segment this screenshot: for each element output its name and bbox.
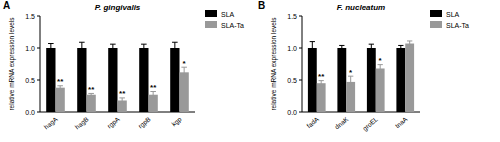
error-bar bbox=[348, 76, 353, 88]
bar bbox=[108, 48, 117, 112]
bar bbox=[405, 44, 414, 112]
bar bbox=[170, 48, 179, 112]
title: P. gingivalis bbox=[95, 3, 141, 12]
y-tick-label: 1.5 bbox=[287, 13, 297, 20]
significance: * bbox=[183, 59, 187, 68]
y-tick-label: 1.0 bbox=[25, 45, 35, 52]
bar bbox=[396, 48, 405, 112]
legend-label: SLA-Ta bbox=[221, 22, 244, 29]
error-bar bbox=[407, 41, 412, 46]
y-tick bbox=[37, 80, 40, 81]
y-tick-label: 1.5 bbox=[25, 13, 35, 20]
significance: ** bbox=[119, 89, 126, 98]
bar bbox=[337, 48, 346, 112]
legend-swatch bbox=[430, 10, 442, 17]
panel: A P. gingivalis relative mRNA expression l… bbox=[3, 0, 244, 131]
marks bbox=[308, 41, 414, 112]
panel: B F. nucleatum relative mRNA expression le… bbox=[258, 0, 469, 133]
bar bbox=[46, 48, 55, 112]
y-axis-label: relative mRNA expression levels bbox=[270, 17, 278, 111]
y-axis bbox=[40, 16, 41, 112]
error-bar bbox=[339, 45, 344, 50]
bar bbox=[56, 88, 65, 112]
y-tick bbox=[299, 112, 302, 113]
panel-label: A bbox=[3, 0, 10, 11]
x-tick-label: hagA bbox=[43, 115, 60, 131]
error-bar bbox=[110, 44, 116, 52]
bar bbox=[77, 48, 86, 112]
legend-label: SLA-Ta bbox=[446, 22, 469, 29]
error-bar bbox=[79, 42, 85, 54]
y-tick-label: 1.0 bbox=[287, 45, 297, 52]
x-tick-label: groEL bbox=[361, 115, 380, 133]
x-tick-label: rgpB bbox=[137, 115, 153, 130]
error-bar bbox=[319, 81, 324, 86]
error-bar bbox=[378, 65, 383, 73]
error-bar bbox=[57, 86, 63, 90]
marks bbox=[46, 42, 189, 112]
error-bar bbox=[310, 42, 315, 55]
bar bbox=[180, 72, 189, 112]
bar bbox=[376, 68, 385, 112]
y-tick bbox=[299, 48, 302, 49]
y-tick-label: 0.5 bbox=[287, 77, 297, 84]
y-tick bbox=[37, 16, 40, 17]
bar bbox=[139, 48, 148, 112]
legend-swatch bbox=[430, 21, 442, 28]
x-tick-label: hagB bbox=[74, 115, 91, 131]
significance: * bbox=[379, 56, 383, 65]
x-tick-label: rgpA bbox=[106, 115, 122, 130]
error-bar bbox=[369, 44, 374, 52]
figure: A P. gingivalis relative mRNA expression l… bbox=[0, 0, 500, 142]
bar bbox=[87, 95, 96, 112]
x-tick-label: fadA bbox=[305, 115, 320, 129]
significance: * bbox=[349, 68, 353, 77]
y-tick bbox=[37, 48, 40, 49]
significance: ** bbox=[318, 72, 325, 81]
panel-label: B bbox=[258, 0, 265, 11]
legend-label: SLA bbox=[221, 11, 235, 18]
y-tick-label: 0.0 bbox=[287, 109, 297, 116]
x-tick-label: kgp bbox=[170, 115, 183, 128]
y-axis-label: relative mRNA expression levels bbox=[8, 17, 16, 111]
legend-swatch bbox=[205, 10, 217, 17]
y-tick-label: 0.0 bbox=[25, 109, 35, 116]
y-tick bbox=[37, 112, 40, 113]
significance: ** bbox=[150, 83, 157, 92]
error-bar bbox=[48, 44, 54, 53]
bar bbox=[308, 48, 317, 112]
y-tick bbox=[299, 16, 302, 17]
error-bar bbox=[181, 67, 187, 77]
error-bar bbox=[150, 92, 156, 98]
bar bbox=[317, 83, 326, 112]
significance: ** bbox=[57, 77, 64, 86]
error-bar bbox=[398, 45, 403, 50]
x-tick-label: tnaA bbox=[394, 115, 409, 129]
error-bar bbox=[172, 42, 178, 54]
bar bbox=[367, 48, 376, 112]
x-tick-label: dnaK bbox=[333, 115, 350, 131]
error-bar bbox=[119, 98, 125, 103]
y-tick-label: 0.5 bbox=[25, 77, 35, 84]
significance: ** bbox=[88, 85, 95, 94]
error-bar bbox=[141, 44, 147, 52]
y-tick bbox=[299, 80, 302, 81]
legend-label: SLA bbox=[446, 11, 460, 18]
y-axis bbox=[302, 16, 303, 112]
legend-swatch bbox=[205, 21, 217, 28]
title: F. nucleatum bbox=[337, 3, 385, 12]
